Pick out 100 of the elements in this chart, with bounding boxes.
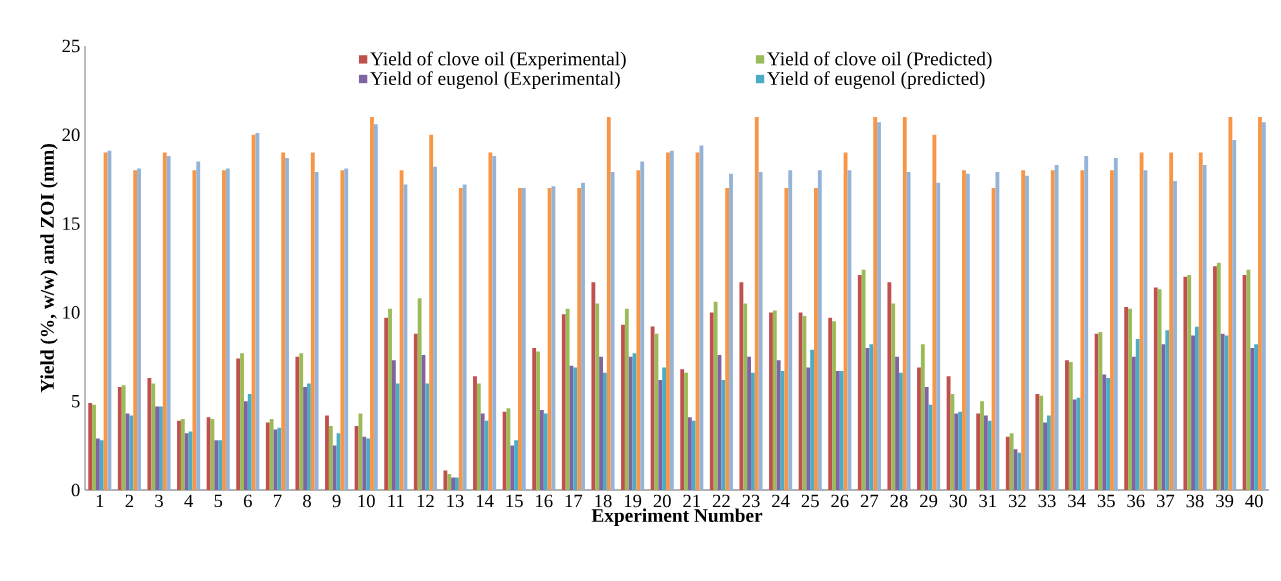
- x-axis-title: Experiment Number: [591, 508, 763, 526]
- x-tick-label: 14: [476, 494, 494, 508]
- bar: [932, 134, 937, 490]
- bar: [739, 282, 744, 490]
- bar: [1050, 170, 1055, 490]
- bar: [1220, 333, 1225, 490]
- bar: [281, 152, 286, 490]
- bar: [518, 188, 522, 490]
- x-tick-label: 11: [388, 494, 404, 508]
- bar: [713, 301, 718, 490]
- bar: [788, 170, 793, 490]
- bar: [565, 308, 570, 490]
- bar: [373, 124, 378, 490]
- x-tick-label: 23: [742, 494, 760, 508]
- bar: [680, 369, 685, 490]
- y-tick-label: 10: [63, 306, 80, 319]
- legend-label: Yield of eugenol (predicted): [767, 71, 985, 89]
- bar: [1113, 157, 1118, 490]
- bar: [1143, 170, 1148, 490]
- bar: [769, 312, 773, 490]
- bar: [1043, 422, 1047, 490]
- bar: [591, 282, 596, 490]
- x-tick-label: 34: [1068, 494, 1086, 508]
- bar: [636, 170, 641, 490]
- bar: [488, 152, 493, 490]
- bar: [247, 394, 252, 490]
- bar: [539, 410, 544, 490]
- x-tick-label: 27: [860, 494, 879, 508]
- bar: [924, 386, 929, 490]
- x-tick-label: 4: [184, 494, 193, 507]
- bar: [1080, 170, 1085, 490]
- bar: [265, 422, 270, 490]
- bar: [810, 349, 815, 490]
- bar: [758, 172, 763, 490]
- bar: [887, 282, 892, 490]
- x-tick-label: 9: [332, 494, 341, 508]
- bar: [218, 440, 223, 490]
- y-tick-label: 0: [71, 483, 80, 497]
- bar: [965, 173, 970, 490]
- bar: [906, 172, 911, 490]
- bar: [536, 351, 540, 490]
- bar: [877, 122, 881, 490]
- bar: [747, 356, 751, 490]
- bar: [133, 170, 138, 490]
- bar: [1183, 276, 1188, 490]
- bar: [162, 152, 167, 490]
- bar: [751, 372, 755, 490]
- bar: [1232, 140, 1237, 490]
- bar: [1157, 289, 1162, 490]
- bar: [624, 308, 629, 490]
- bar: [166, 156, 171, 490]
- bar: [1213, 266, 1217, 490]
- bar: [1194, 326, 1199, 490]
- bar: [709, 312, 714, 490]
- bar: [310, 152, 315, 490]
- bar: [366, 438, 371, 490]
- bar: [920, 344, 925, 490]
- x-tick-label: 25: [801, 494, 819, 508]
- bar: [159, 406, 163, 490]
- bar: [455, 477, 459, 490]
- x-tick-label: 21: [683, 494, 701, 508]
- bar: [299, 353, 304, 490]
- bar: [225, 168, 230, 490]
- bar: [117, 386, 122, 490]
- bar: [861, 269, 866, 490]
- bar: [121, 385, 126, 490]
- x-tick-label: 26: [831, 494, 849, 508]
- bar: [510, 445, 515, 490]
- x-tick-label: 13: [447, 494, 464, 508]
- bar: [362, 436, 367, 490]
- bar: [814, 188, 818, 490]
- bar: [547, 188, 552, 490]
- bar: [206, 417, 211, 490]
- bar: [828, 317, 833, 490]
- bar: [92, 404, 96, 490]
- bar: [798, 312, 803, 490]
- bar: [103, 152, 108, 490]
- bar: [99, 440, 104, 490]
- bar: [1165, 330, 1170, 490]
- bar: [332, 445, 337, 490]
- bar: [251, 134, 256, 490]
- bar: [307, 383, 311, 490]
- x-tick-label: 20: [653, 494, 671, 508]
- bar: [954, 413, 959, 490]
- bar: [1035, 394, 1040, 490]
- bar: [1258, 117, 1262, 490]
- bar: [443, 470, 448, 490]
- x-tick-label: 31: [979, 494, 997, 508]
- bar: [1191, 335, 1195, 490]
- bar: [958, 411, 963, 490]
- bar: [1005, 436, 1010, 490]
- bar: [806, 367, 811, 490]
- x-tick-label: 22: [712, 494, 730, 508]
- bar: [561, 314, 566, 490]
- y-axis-title: Yield (%, w/w) and ZOI (mm): [40, 144, 58, 393]
- x-tick-label: 12: [417, 494, 434, 508]
- bar: [776, 360, 781, 490]
- bar: [835, 371, 840, 490]
- bar: [269, 418, 274, 490]
- bar: [95, 438, 100, 490]
